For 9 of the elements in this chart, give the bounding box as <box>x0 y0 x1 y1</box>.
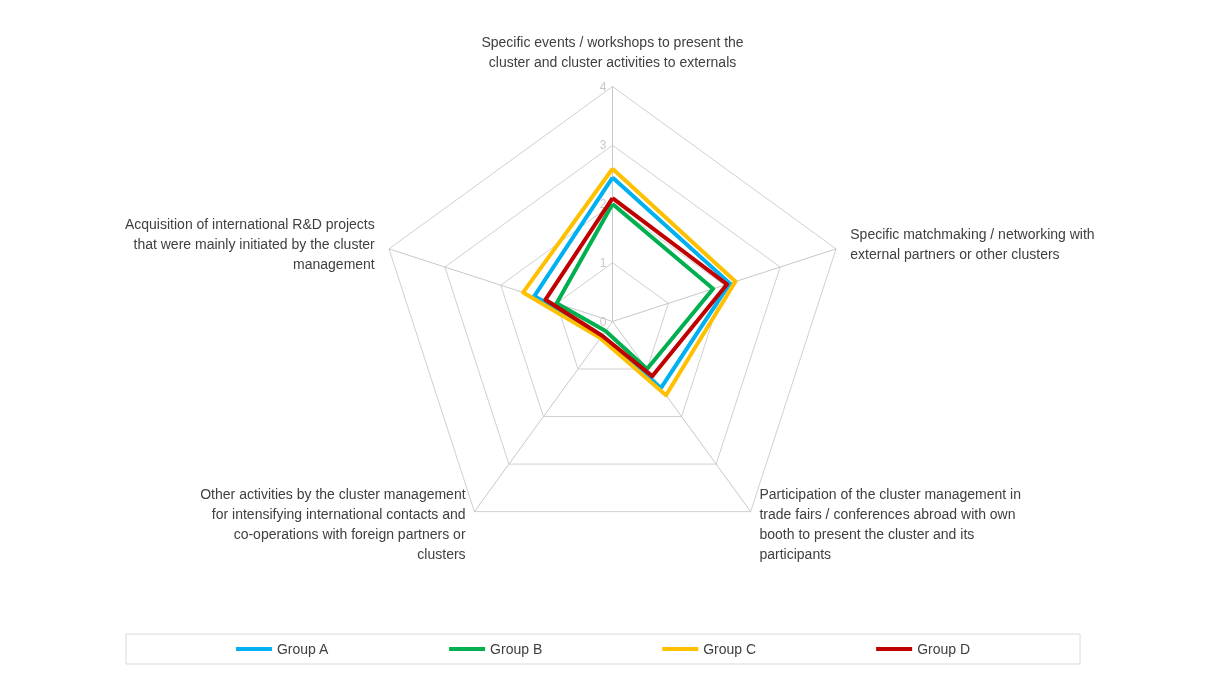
legend-label: Group A <box>276 641 329 657</box>
spoke-label: Participation of the cluster management in trade fairs / conferences abroad with own booth to present the cluster and its participants <box>759 485 1021 562</box>
legend-label: Group B <box>490 641 543 657</box>
legend-label: Group C <box>703 641 757 657</box>
spoke-label: Other activities by the cluster management for intensifying international contacts and co-operations with foreign partners or clusters <box>200 485 466 562</box>
spoke-label: Acquisition of international R&D projects that were mainly initiated by the cluster management <box>124 216 376 273</box>
spoke-label: Specific events / workshops to present the cluster and cluster activities to externals <box>481 33 744 70</box>
spoke-label: Specific matchmaking / networking with external partners or other clusters <box>850 226 1095 263</box>
legend-label: Group D <box>917 641 971 657</box>
